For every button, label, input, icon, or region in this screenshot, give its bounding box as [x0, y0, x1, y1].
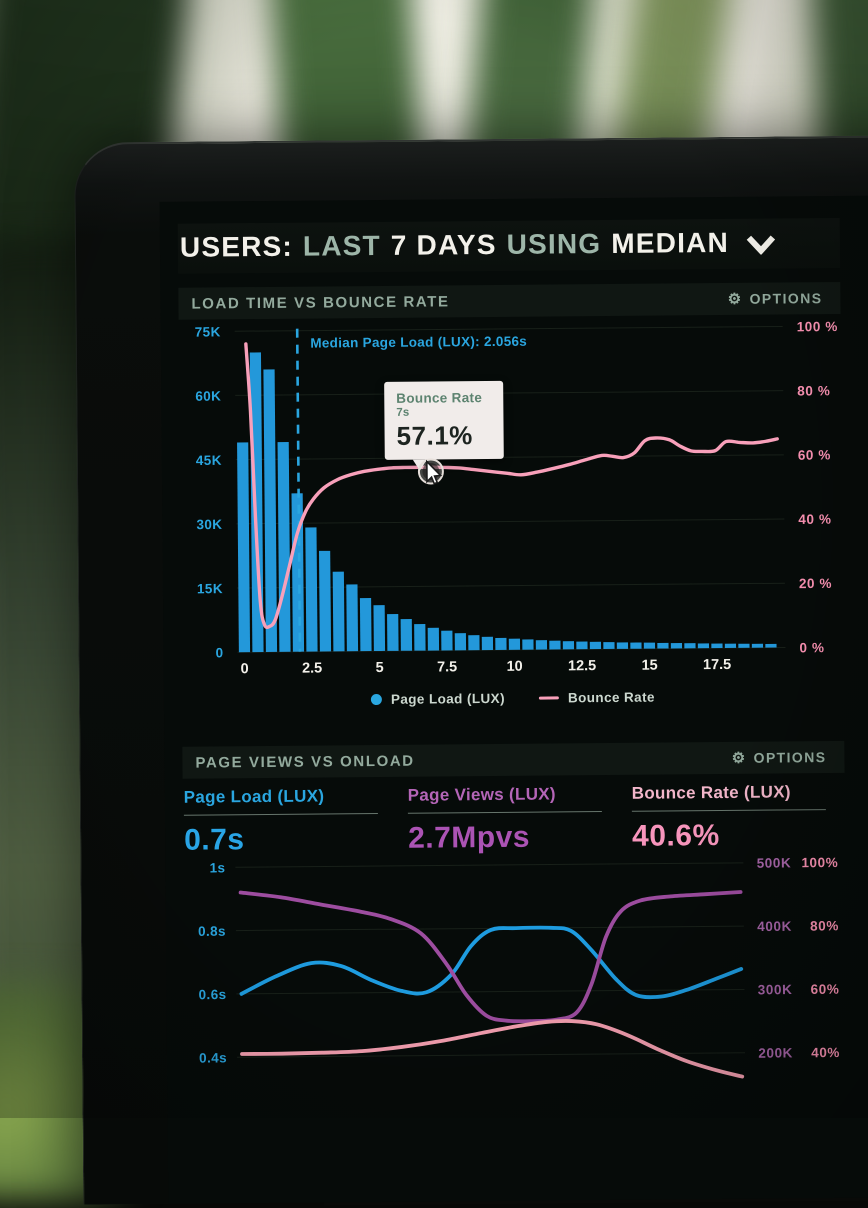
metric-page-views: Page Views (LUX) 2.7Mpvs: [408, 784, 603, 856]
panel-load-time-vs-bounce-rate: LOAD TIME VS BOUNCE RATE ⚙ OPTIONS 75K 60…: [178, 281, 844, 721]
laptop-screen: USERS: LAST 7 DAYS USING MEDIAN LOAD TIM…: [159, 194, 868, 1204]
chevron-down-icon[interactable]: [745, 235, 777, 255]
svg-text:100 %: 100 %: [797, 319, 838, 334]
svg-text:0: 0: [241, 661, 249, 677]
svg-text:30K: 30K: [196, 517, 222, 532]
legend-item-page-load[interactable]: Page Load (LUX): [370, 690, 506, 707]
tooltip-value: 57.1%: [396, 419, 473, 451]
svg-text:0.8s: 0.8s: [198, 924, 226, 939]
gear-icon: ⚙: [727, 290, 743, 308]
page-views-chart[interactable]: 1s 0.8s 0.6s 0.4s 500K 400K 300K 200K 100% 80% 60%…: [183, 854, 847, 1107]
legend-dot-marker: [370, 693, 382, 706]
svg-text:60%: 60%: [811, 982, 840, 997]
panel-page-views-vs-onload: PAGE VIEWS VS ONLOAD ⚙ OPTIONS Page Load…: [182, 740, 847, 1107]
legend-label: Page Load (LUX): [390, 690, 506, 707]
svg-text:40%: 40%: [811, 1045, 840, 1060]
svg-text:17.5: 17.5: [703, 657, 731, 673]
svg-text:100%: 100%: [801, 855, 838, 870]
svg-text:1s: 1s: [209, 860, 225, 875]
panel-header: PAGE VIEWS VS ONLOAD ⚙ OPTIONS: [182, 740, 845, 779]
svg-text:Median Page Load (LUX): 2.056s: Median Page Load (LUX): 2.056s: [310, 334, 527, 351]
chart-legend: Page Load (LUX) Bounce Rate: [182, 681, 844, 721]
options-label: OPTIONS: [749, 290, 823, 307]
panel-title: PAGE VIEWS VS ONLOAD: [195, 752, 415, 772]
options-button[interactable]: ⚙ OPTIONS: [722, 289, 829, 308]
metric-label: Page Load (LUX): [183, 786, 325, 807]
svg-text:40 %: 40 %: [798, 512, 831, 527]
metric-value: 0.7s: [183, 823, 245, 857]
metric-page-load: Page Load (LUX) 0.7s: [184, 786, 379, 858]
legend-label: Bounce Rate: [567, 689, 655, 706]
svg-text:15K: 15K: [197, 581, 223, 596]
svg-text:0.4s: 0.4s: [199, 1050, 227, 1065]
options-label: OPTIONS: [753, 749, 827, 766]
dashboard-title-bar: USERS: LAST 7 DAYS USING MEDIAN: [177, 217, 841, 274]
metric-summary-row: Page Load (LUX) 0.7s Page Views (LUX) 2.…: [184, 782, 845, 858]
analytics-dashboard: USERS: LAST 7 DAYS USING MEDIAN LOAD TIM…: [177, 217, 848, 1107]
metric-label: Page Views (LUX): [407, 784, 556, 805]
metric-value: 40.6%: [631, 819, 720, 853]
svg-text:15: 15: [641, 658, 657, 674]
line-chart-canvas[interactable]: 1s 0.8s 0.6s 0.4s 500K 400K 300K 200K 100% 80% 60%…: [183, 854, 847, 1102]
svg-text:7.5: 7.5: [437, 659, 457, 675]
svg-text:300K: 300K: [758, 982, 793, 997]
title-segment: USERS:: [179, 230, 294, 263]
svg-text:2.5: 2.5: [302, 660, 322, 676]
load-time-chart[interactable]: 75K 60K 45K 30K 15K 0 100 % 80 % 60 % 40 % 20 % 0 %…: [179, 314, 844, 687]
svg-text:400K: 400K: [757, 919, 792, 934]
chart-tooltip: Bounce Rate 7s 57.1%: [384, 380, 504, 460]
svg-text:60 %: 60 %: [798, 447, 831, 462]
metric-divider: [631, 809, 826, 812]
svg-text:12.5: 12.5: [568, 658, 596, 674]
legend-item-bounce-rate[interactable]: Bounce Rate: [538, 689, 655, 706]
svg-text:80 %: 80 %: [797, 383, 830, 398]
title-segment: 7 DAYS: [390, 228, 497, 261]
svg-text:80%: 80%: [810, 918, 839, 933]
svg-text:0 %: 0 %: [799, 640, 824, 655]
title-segment: MEDIAN: [611, 226, 730, 259]
bar-line-chart-canvas[interactable]: 75K 60K 45K 30K 15K 0 100 % 80 % 60 % 40 % 20 % 0 %…: [179, 314, 844, 682]
tooltip-x-value: 7s: [396, 406, 410, 419]
metric-label: Bounce Rate (LUX): [631, 782, 791, 803]
metric-value: 2.7Mpvs: [407, 820, 531, 855]
legend-line-marker: [538, 696, 559, 700]
panel-title: LOAD TIME VS BOUNCE RATE: [191, 292, 450, 313]
tooltip-series-label: Bounce Rate: [396, 389, 483, 406]
metric-bounce-rate: Bounce Rate (LUX) 40.6%: [632, 782, 827, 854]
title-segment: LAST: [302, 229, 381, 262]
svg-text:45K: 45K: [196, 453, 222, 468]
svg-text:500K: 500K: [757, 855, 792, 870]
svg-text:60K: 60K: [195, 389, 221, 404]
title-segment: USING: [506, 228, 602, 260]
svg-text:200K: 200K: [758, 1045, 793, 1060]
metric-divider: [407, 811, 602, 814]
svg-text:0.6s: 0.6s: [199, 987, 227, 1002]
gear-icon: ⚙: [731, 749, 747, 767]
metric-divider: [183, 813, 378, 816]
svg-text:10: 10: [506, 659, 522, 675]
laptop: USERS: LAST 7 DAYS USING MEDIAN LOAD TIM…: [74, 134, 868, 1206]
svg-text:5: 5: [376, 660, 384, 676]
svg-text:0: 0: [216, 645, 224, 660]
svg-text:75K: 75K: [195, 324, 221, 339]
svg-text:20 %: 20 %: [799, 576, 832, 591]
options-button[interactable]: ⚙ OPTIONS: [726, 748, 833, 767]
